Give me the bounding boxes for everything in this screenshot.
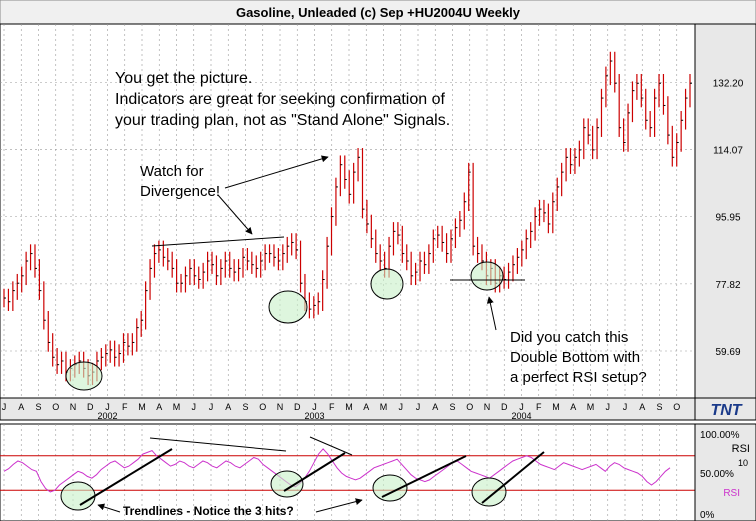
trendline-arrow-right xyxy=(315,498,363,513)
price-pane xyxy=(0,23,696,399)
annotation-trendlines: Trendlines - Notice the 3 hits? xyxy=(123,504,294,518)
month-label: F xyxy=(122,402,128,412)
annotation-watch-for: Watch for xyxy=(140,163,204,180)
highlight-low-2003 xyxy=(370,268,404,300)
price-divergence-line xyxy=(151,236,285,247)
rsi-highlight-3 xyxy=(372,474,408,502)
month-label: O xyxy=(259,402,266,412)
price-tick-label: 77.82 xyxy=(715,280,740,291)
logo-box xyxy=(694,397,756,421)
year-label: 2003 xyxy=(304,411,324,421)
rsi-tick-100: 100.00% xyxy=(700,430,740,441)
rsi-highlight-2 xyxy=(270,470,304,498)
month-label: J xyxy=(209,402,214,412)
month-label: M xyxy=(173,402,181,412)
month-label: F xyxy=(536,402,542,412)
highlight-low-2002 xyxy=(268,290,308,324)
annotation-double-2: Double Bottom with xyxy=(510,349,640,366)
rsi-legend: RSI xyxy=(723,488,740,499)
annotation-trading-plan: your trading plan, not as "Stand Alone" … xyxy=(115,112,450,129)
rsi-divergence-line xyxy=(149,437,287,452)
highlight-double-bottom xyxy=(470,261,504,291)
month-label: M xyxy=(552,402,560,412)
month-label: J xyxy=(399,402,404,412)
month-label: J xyxy=(519,402,524,412)
month-label: S xyxy=(449,402,455,412)
rsi-trendline-3 xyxy=(381,455,467,498)
month-label: J xyxy=(2,402,7,412)
month-label: J xyxy=(606,402,611,412)
month-label: M xyxy=(587,402,595,412)
month-label: N xyxy=(484,402,491,412)
price-tick-label: 114.07 xyxy=(713,146,743,157)
rsi-period-label: 10 xyxy=(738,458,748,468)
month-label: A xyxy=(570,402,576,412)
month-label: D xyxy=(87,402,94,412)
month-label: N xyxy=(277,402,284,412)
divergence-arrow-1 xyxy=(224,155,329,189)
month-label: F xyxy=(329,402,335,412)
rsi-trendline-1 xyxy=(79,448,173,506)
month-label: A xyxy=(18,402,24,412)
annotation-double-3: a perfect RSI setup? xyxy=(510,369,647,386)
rsi-vertical-gridlines xyxy=(3,424,678,521)
rsi-name-label: RSI xyxy=(732,443,750,455)
month-label: A xyxy=(639,402,645,412)
month-label: S xyxy=(35,402,41,412)
rsi-axis xyxy=(694,423,756,521)
price-vertical-gridlines xyxy=(3,24,678,398)
month-label: S xyxy=(656,402,662,412)
month-label: A xyxy=(225,402,231,412)
year-label: 2002 xyxy=(97,411,117,421)
annotation-indicators: Indicators are great for seeking confirm… xyxy=(115,91,446,108)
month-label: N xyxy=(70,402,77,412)
year-label: 2004 xyxy=(511,411,531,421)
annotation-picture: You get the picture. xyxy=(115,70,252,87)
month-label: J xyxy=(312,402,317,412)
month-label: S xyxy=(242,402,248,412)
rsi-series xyxy=(3,448,671,493)
month-label: A xyxy=(432,402,438,412)
month-label: M xyxy=(138,402,146,412)
rsi-tick-0: 0% xyxy=(700,510,715,521)
rsi-tick-50: 50.00% xyxy=(700,469,734,480)
month-label: O xyxy=(52,402,59,412)
month-label: J xyxy=(192,402,197,412)
chart-title: Gasoline, Unleaded (c) Sep +HU2004U Week… xyxy=(236,5,521,20)
rsi-trendline-2 xyxy=(283,452,346,492)
double-bottom-arrow xyxy=(486,296,497,331)
month-label: O xyxy=(673,402,680,412)
logo: TNT xyxy=(710,402,742,419)
month-label: D xyxy=(294,402,301,412)
month-label: J xyxy=(623,402,628,412)
month-label: A xyxy=(156,402,162,412)
month-label: J xyxy=(416,402,421,412)
rsi-highlight-4 xyxy=(471,477,507,507)
annotation-divergence: Divergence! xyxy=(140,183,220,200)
price-tick-label: 132.20 xyxy=(713,79,744,90)
month-label: M xyxy=(345,402,353,412)
trendline-arrow-left xyxy=(97,503,121,513)
rsi-pane xyxy=(0,423,696,521)
highlight-low-2001 xyxy=(65,361,103,391)
rsi-divergence-line-2 xyxy=(309,436,353,456)
price-axis xyxy=(694,23,756,399)
month-label: J xyxy=(105,402,110,412)
price-tick-labels: 59.69 77.82 95.95 114.07 132.20 xyxy=(713,79,744,359)
month-label: M xyxy=(380,402,388,412)
price-tick-label: 59.69 xyxy=(715,347,740,358)
rsi-highlight-1 xyxy=(60,481,96,511)
price-horizontal-gridlines xyxy=(0,82,695,352)
divergence-arrow-2 xyxy=(217,194,253,235)
month-label: A xyxy=(363,402,369,412)
month-label: O xyxy=(466,402,473,412)
rsi-trendline-4 xyxy=(481,451,545,504)
price-tick-label: 95.95 xyxy=(715,213,740,224)
annotation-double-1: Did you catch this xyxy=(510,329,628,346)
month-label: D xyxy=(501,402,508,412)
